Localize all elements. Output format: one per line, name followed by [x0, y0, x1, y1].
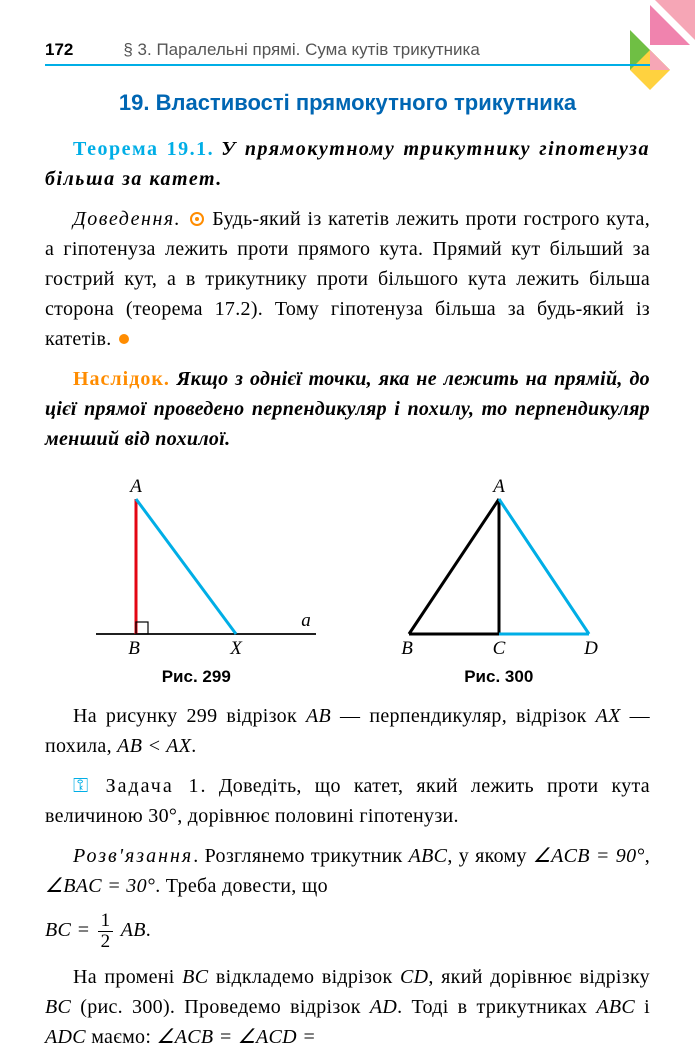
- figure-299: A B X a: [66, 474, 326, 659]
- figure-300: A B C D: [369, 474, 629, 659]
- solution-paragraph-1: Розв'язання. Розглянемо трикутник ABC, у…: [45, 841, 650, 901]
- equation-line: BC = 1 2 AB.: [45, 911, 650, 952]
- fig300-B: B: [401, 638, 413, 659]
- proof-label: Доведення.: [73, 208, 181, 230]
- figure-captions: Рис. 299 Рис. 300: [45, 667, 650, 687]
- proof-paragraph: Доведення. Будь-який із катетів лежить п…: [45, 204, 650, 354]
- fig299-caption: Рис. 299: [66, 667, 326, 687]
- theorem-paragraph: Теорема 19.1. У прямокутному трикутнику …: [45, 134, 650, 194]
- page-title: 19. Властивості прямокутного трикутника: [45, 90, 650, 116]
- fig300-A: A: [491, 476, 505, 497]
- header-rule: [45, 64, 650, 66]
- fig300-C: C: [492, 638, 505, 659]
- task-paragraph: ⚿ Задача 1. Доведіть, що катет, який леж…: [45, 771, 650, 831]
- consequence-paragraph: Наслідок. Якщо з однієї точки, яка не ле…: [45, 364, 650, 454]
- figures-row: A B X a A B C D: [45, 474, 650, 659]
- solution-label: Розв'язання: [73, 845, 193, 867]
- fraction: 1 2: [98, 911, 114, 952]
- fig299-A: A: [128, 476, 142, 497]
- theorem-label: Теорема 19.1.: [73, 138, 214, 160]
- fig299-B: B: [128, 638, 140, 659]
- page-number: 172: [45, 40, 73, 60]
- task-label: Задача 1: [106, 775, 201, 797]
- last-paragraph: На промені BC відкладемо відрізок CD, як…: [45, 962, 650, 1052]
- fig299-a: a: [302, 610, 312, 631]
- section-label: § 3. Паралельні прямі. Сума кутів трикут…: [123, 40, 479, 60]
- consequence-label: Наслідок.: [73, 368, 170, 390]
- proof-end-marker: [119, 334, 129, 344]
- paragraph-after-figures: На рисунку 299 відрізок AB — перпендикул…: [45, 701, 650, 761]
- proof-start-marker: [190, 212, 204, 226]
- key-icon: ⚿: [73, 775, 89, 797]
- running-header: 172 § 3. Паралельні прямі. Сума кутів тр…: [45, 40, 650, 60]
- fig300-D: D: [583, 638, 598, 659]
- fig299-X: X: [229, 638, 243, 659]
- page-container: 172 § 3. Паралельні прямі. Сума кутів тр…: [0, 0, 695, 1052]
- fig300-caption: Рис. 300: [369, 667, 629, 687]
